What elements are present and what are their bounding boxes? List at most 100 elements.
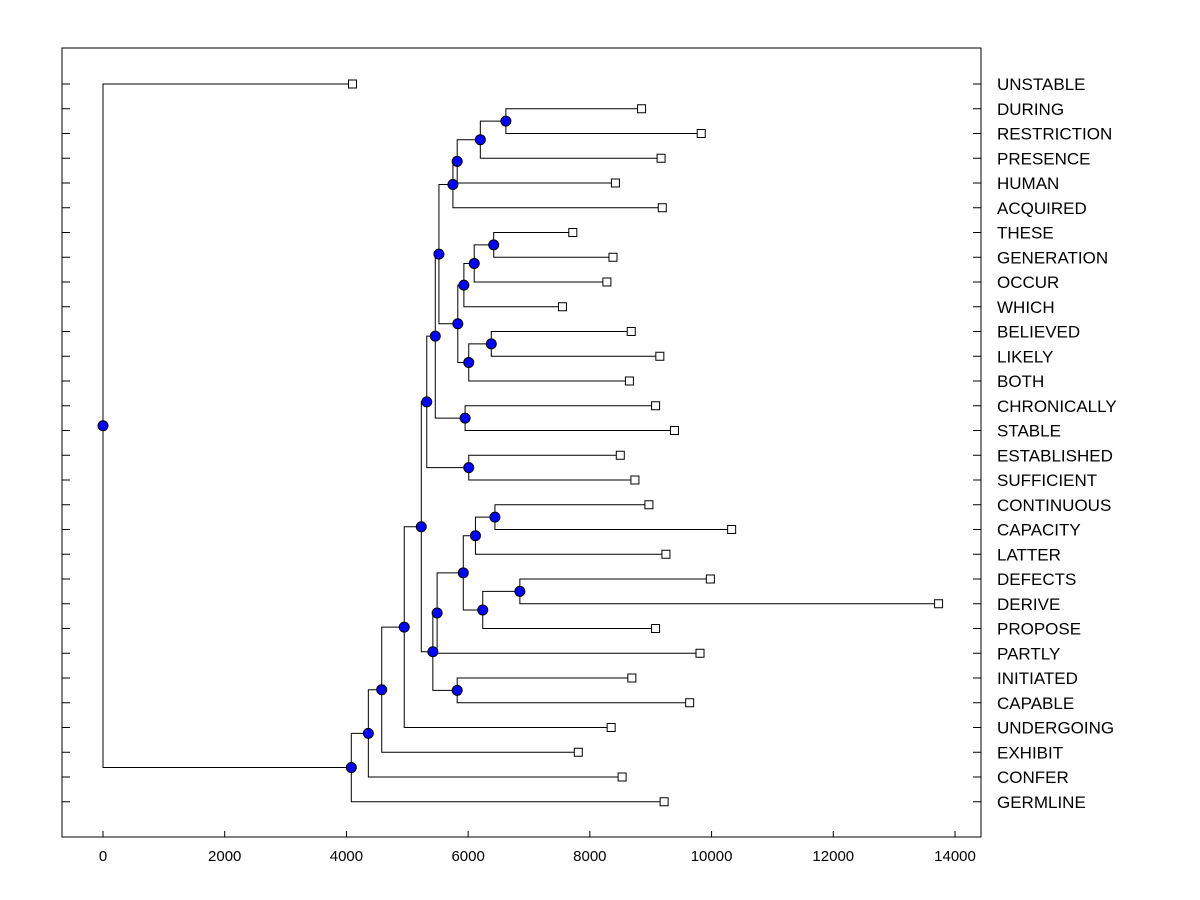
link-n7 xyxy=(463,262,563,308)
leaf-label-which: WHICH xyxy=(997,298,1055,317)
leaf-label-sufficient: SUFFICIENT xyxy=(997,471,1097,490)
node-n18 xyxy=(514,585,526,597)
leaf-label-exhibit: EXHIBIT xyxy=(997,743,1063,762)
leaf-label-occur: OCCUR xyxy=(997,273,1059,292)
node-n8 xyxy=(485,338,497,350)
leaf-marker-confer xyxy=(617,772,627,782)
x-tick-label-0: 0 xyxy=(99,848,107,865)
link-n28 xyxy=(350,732,665,803)
leaf-marker-believed xyxy=(626,327,636,336)
leaf-label-acquired: ACQUIRED xyxy=(997,199,1087,218)
leaf-label-chronically: CHRONICALLY xyxy=(997,397,1117,416)
leaf-label-established: ESTABLISHED xyxy=(997,446,1113,465)
x-tick-label-14000: 14000 xyxy=(934,848,976,865)
link-n16 xyxy=(494,504,732,530)
node-n10 xyxy=(452,318,464,330)
leaf-label-believed: BELIEVED xyxy=(997,323,1080,342)
leaf-label-restriction: RESTRICTION xyxy=(997,125,1112,144)
node-n12 xyxy=(459,412,471,424)
leaf-label-capable: CAPABLE xyxy=(997,694,1074,713)
node-n23 xyxy=(427,646,439,658)
node-n25 xyxy=(398,621,410,633)
leaf-label-continuous: CONTINUOUS xyxy=(997,496,1111,515)
leaf-marker-unstable xyxy=(348,79,358,89)
node-n22 xyxy=(451,684,463,696)
leaf-label-generation: GENERATION xyxy=(997,248,1108,267)
node-n21 xyxy=(431,607,443,619)
leaf-marker-these xyxy=(568,228,578,237)
links-layer xyxy=(102,83,939,803)
link-n19 xyxy=(482,590,656,629)
link-n15 xyxy=(426,335,469,469)
node-n15 xyxy=(421,396,433,408)
leaf-label-initiated: INITIATED xyxy=(997,669,1078,688)
leaf-marker-capable xyxy=(685,698,695,708)
node-n2 xyxy=(474,134,486,146)
leaf-marker-latter xyxy=(661,549,671,559)
node-n1 xyxy=(500,115,512,127)
node-n4 xyxy=(447,179,459,191)
link-n21 xyxy=(436,572,701,654)
leaf-marker-capacity xyxy=(727,525,737,534)
node-n14 xyxy=(463,462,475,474)
leaf-marker-restriction xyxy=(696,129,706,138)
leaf-marker-continuous xyxy=(644,500,654,510)
link-n1 xyxy=(505,108,702,134)
link-n17 xyxy=(474,516,666,555)
leaf-label-undergoing: UNDERGOING xyxy=(997,719,1114,738)
link-n4 xyxy=(452,160,663,209)
leaf-label-stable: STABLE xyxy=(997,422,1061,441)
link-n18 xyxy=(519,578,939,605)
node-n24 xyxy=(415,521,427,533)
node-n17 xyxy=(469,530,481,542)
leaf-label-both: BOTH xyxy=(997,372,1044,391)
link-n3 xyxy=(456,139,616,184)
leaf-label-propose: PROPOSE xyxy=(997,620,1081,639)
leaf-marker-derive xyxy=(934,599,944,609)
link-n22 xyxy=(456,677,690,704)
link-n29 xyxy=(102,83,353,769)
nodes-layer xyxy=(97,115,526,774)
leaf-marker-occur xyxy=(602,277,612,287)
node-n11 xyxy=(433,248,445,260)
node-n20 xyxy=(457,567,469,579)
leaf-marker-presence xyxy=(656,153,666,163)
leaf-marker-during xyxy=(637,104,647,114)
node-n27 xyxy=(362,727,374,739)
leaf-label-defects: DEFECTS xyxy=(997,570,1076,589)
leaf-marker-propose xyxy=(651,624,661,633)
leaf-label-likely: LIKELY xyxy=(997,347,1053,366)
node-n16 xyxy=(489,511,501,523)
leaf-marker-likely xyxy=(655,351,665,361)
leaf-marker-human xyxy=(610,178,620,188)
link-n26 xyxy=(381,626,579,753)
node-n19 xyxy=(477,604,489,616)
leaf-label-presence: PRESENCE xyxy=(997,149,1091,168)
node-n29 xyxy=(97,420,109,432)
node-n28 xyxy=(345,762,357,774)
leaf-marker-generation xyxy=(608,252,618,262)
ticks-layer: 0 2000 4000 6000 8000 10000 12000 14000 xyxy=(62,83,981,865)
leaf-marker-defects xyxy=(705,574,715,584)
leaf-label-unstable: UNSTABLE xyxy=(997,75,1086,94)
leaf-marker-stable xyxy=(669,426,679,435)
leaf-label-partly: PARTLY xyxy=(997,644,1060,663)
link-n2 xyxy=(479,120,662,159)
leaf-marker-both xyxy=(624,376,634,386)
node-n7 xyxy=(458,279,470,291)
leaf-marker-undergoing xyxy=(606,723,616,732)
leaf-label-capacity: CAPACITY xyxy=(997,521,1081,540)
link-n25 xyxy=(403,526,612,728)
leaf-marker-chronically xyxy=(651,401,661,411)
x-tick-label-4000: 4000 xyxy=(330,848,363,865)
node-n13 xyxy=(429,330,441,342)
x-tick-label-12000: 12000 xyxy=(812,848,854,865)
link-n5 xyxy=(493,232,613,258)
node-n3 xyxy=(451,155,463,167)
leaf-label-germline: GERMLINE xyxy=(997,793,1086,812)
x-tick-label-6000: 6000 xyxy=(451,848,484,865)
leaf-marker-partly xyxy=(695,648,705,658)
x-tick-label-8000: 8000 xyxy=(573,848,606,865)
leaf-label-latter: LATTER xyxy=(997,545,1061,564)
